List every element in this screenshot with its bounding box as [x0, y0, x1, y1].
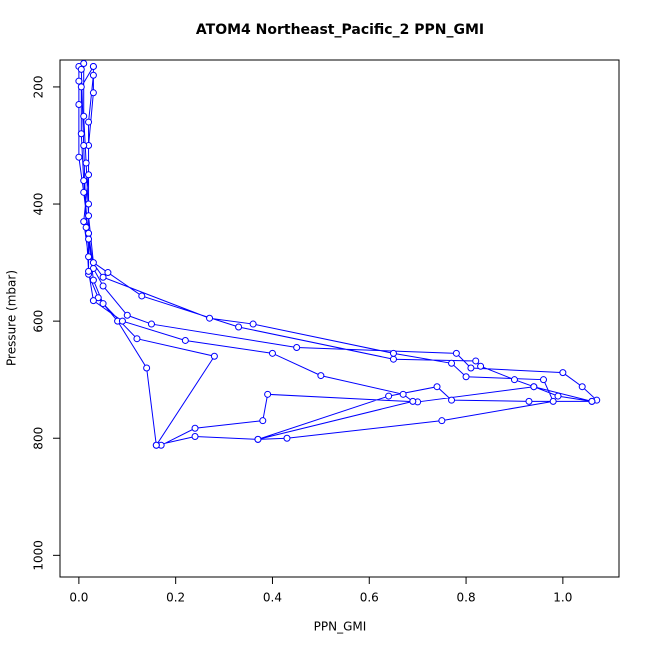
data-point: [254, 435, 262, 443]
data-point: [85, 118, 93, 126]
data-point: [89, 259, 97, 267]
data-point: [99, 273, 107, 281]
data-point: [409, 397, 417, 405]
data-point: [191, 424, 199, 432]
data-point: [77, 83, 85, 91]
data-point: [80, 60, 88, 68]
y-axis-label: Pressure (mbar): [5, 270, 19, 366]
data-point: [152, 441, 160, 449]
data-point: [89, 62, 97, 70]
data-point: [588, 397, 596, 405]
data-point: [80, 218, 88, 226]
data-point: [578, 383, 586, 391]
data-point: [85, 212, 93, 220]
data-point: [438, 417, 446, 425]
x-tick-label: 0.6: [360, 591, 379, 605]
data-point: [399, 390, 407, 398]
data-point: [293, 343, 301, 351]
data-point: [99, 300, 107, 308]
data-point: [472, 357, 480, 365]
plot-frame: [59, 59, 620, 578]
data-point: [133, 335, 141, 343]
data-point: [147, 320, 155, 328]
data-point: [89, 71, 97, 79]
y-tick-label: 200: [32, 75, 46, 98]
data-point: [433, 383, 441, 391]
data-point: [75, 153, 83, 161]
data-point: [85, 200, 93, 208]
data-point: [80, 188, 88, 196]
data-point: [82, 223, 90, 231]
y-tick-label: 600: [32, 310, 46, 333]
x-tick-label: 0.2: [166, 591, 185, 605]
x-tick-label: 1.0: [553, 591, 572, 605]
data-point: [206, 314, 214, 322]
y-tick-label: 400: [32, 193, 46, 216]
data-point: [85, 229, 93, 237]
data-point: [283, 434, 291, 442]
y-tick-label: 800: [32, 427, 46, 450]
data-point: [539, 376, 547, 384]
data-point: [467, 364, 475, 372]
data-point: [75, 77, 83, 85]
chart-title: ATOM4 Northeast_Pacific_2 PPN_GMI: [196, 22, 484, 38]
data-point: [259, 417, 267, 425]
data-point: [80, 177, 88, 185]
data-point: [210, 352, 218, 360]
data-point: [89, 276, 97, 284]
data-point: [85, 253, 93, 261]
data-point: [317, 372, 325, 380]
data-point: [389, 349, 397, 357]
y-tick-label: 1000: [32, 540, 46, 571]
data-point: [89, 297, 97, 305]
data-point: [530, 383, 538, 391]
data-point: [82, 159, 90, 167]
data-point: [99, 282, 107, 290]
data-point: [89, 89, 97, 97]
data-point: [85, 267, 93, 275]
profile-line: [78, 62, 598, 447]
data-point: [143, 364, 151, 372]
data-point: [123, 311, 131, 319]
data-point: [85, 235, 93, 243]
data-point: [389, 355, 397, 363]
data-point: [191, 432, 199, 440]
data-point: [77, 130, 85, 138]
data-point: [448, 359, 456, 367]
data-point: [181, 336, 189, 344]
data-point: [235, 323, 243, 331]
x-tick-label: 0.4: [263, 591, 282, 605]
data-point: [448, 396, 456, 404]
data-point: [477, 362, 485, 370]
data-point: [510, 376, 518, 384]
data-point: [268, 349, 276, 357]
x-axis-label: PPN_GMI: [314, 620, 367, 634]
data-point: [385, 392, 393, 400]
data-point: [118, 317, 126, 325]
data-point: [104, 269, 112, 277]
x-tick-label: 0.8: [457, 591, 476, 605]
data-point: [264, 390, 272, 398]
data-point: [77, 65, 85, 73]
data-point: [138, 292, 146, 300]
x-tick-label: 0.0: [69, 591, 88, 605]
data-point: [462, 373, 470, 381]
data-point: [80, 141, 88, 149]
data-point: [559, 369, 567, 377]
data-point: [80, 112, 88, 120]
data-point: [249, 320, 257, 328]
data-point: [452, 349, 460, 357]
data-point: [85, 171, 93, 179]
data-point: [75, 100, 83, 108]
data-point: [554, 392, 562, 400]
data-point: [525, 397, 533, 405]
data-point: [549, 397, 557, 405]
